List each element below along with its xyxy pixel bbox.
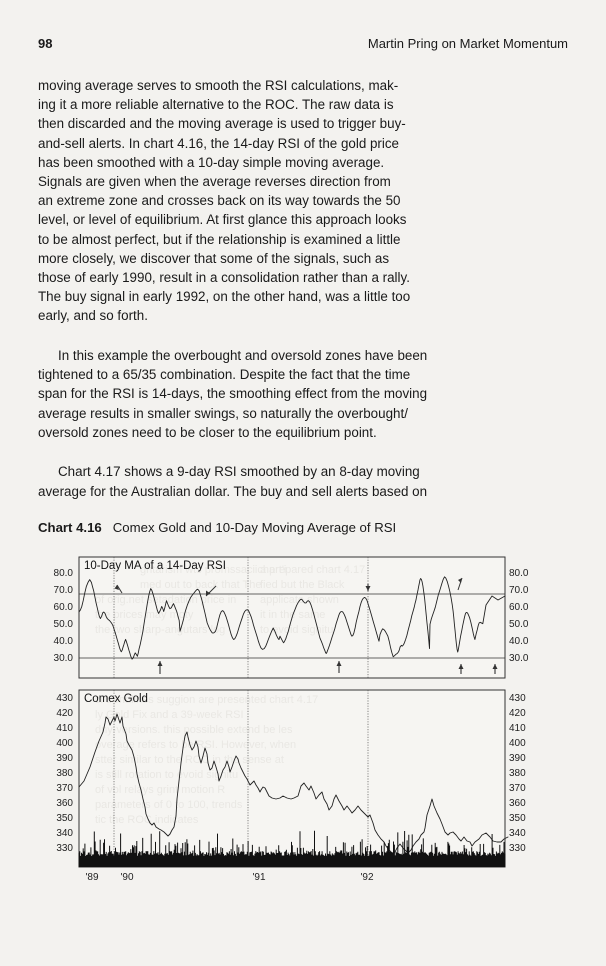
svg-text:420: 420: [509, 708, 526, 719]
svg-text:Comex Gold: Comex Gold: [84, 693, 148, 705]
svg-text:330: 330: [56, 843, 73, 854]
svg-text:40.0: 40.0: [509, 636, 529, 647]
svg-text:overage refers to be RSI. Howe: overage refers to be RSI. However, when: [95, 739, 296, 751]
svg-text:'90: '90: [120, 872, 133, 883]
svg-text:is still rotation to evoid sig: is still rotation to evoid signitu: [95, 769, 238, 781]
svg-text:360: 360: [56, 798, 73, 809]
svg-text:30.0: 30.0: [509, 653, 529, 664]
svg-text:410: 410: [56, 723, 73, 734]
svg-text:370: 370: [509, 783, 526, 794]
svg-text:360: 360: [509, 798, 526, 809]
svg-text:'92: '92: [360, 872, 373, 883]
svg-text:50.0: 50.0: [54, 619, 74, 630]
svg-text:400: 400: [509, 738, 526, 749]
svg-text:340: 340: [509, 828, 526, 839]
svg-text:40.0: 40.0: [54, 636, 74, 647]
svg-text:a prepared chart 4.17: a prepared chart 4.17: [260, 564, 365, 576]
svg-text:430: 430: [509, 693, 526, 704]
svg-text:parameters of 0 to 100, trends: parameters of 0 to 100, trends: [95, 799, 243, 811]
svg-text:30.0: 30.0: [54, 653, 74, 664]
svg-text:70.0: 70.0: [509, 585, 529, 596]
svg-text:stter similar to the ROC in th: stter similar to the ROC in the sense at: [95, 754, 284, 766]
svg-text:400: 400: [56, 738, 73, 749]
svg-text:340: 340: [56, 828, 73, 839]
svg-text:80.0: 80.0: [54, 568, 74, 579]
svg-text:390: 390: [56, 753, 73, 764]
svg-text:370: 370: [56, 783, 73, 794]
svg-text:410: 410: [509, 723, 526, 734]
svg-text:of vol relays grint motion R: of vol relays grint motion R: [95, 784, 225, 796]
svg-text:'91: '91: [252, 872, 265, 883]
svg-text:60.0: 60.0: [54, 602, 74, 613]
svg-text:fied but the Black: fied but the Black: [260, 579, 345, 591]
svg-text:70.0: 70.0: [54, 585, 74, 596]
svg-text:420: 420: [56, 708, 73, 719]
svg-text:60.0: 60.0: [509, 602, 529, 613]
svg-text:med out to back that The: med out to back that The: [140, 579, 261, 591]
svg-text:430: 430: [56, 693, 73, 704]
svg-text:50.0: 50.0: [509, 619, 529, 630]
svg-text:330: 330: [509, 843, 526, 854]
svg-text:390: 390: [509, 753, 526, 764]
svg-text:80.0: 80.0: [509, 568, 529, 579]
svg-text:380: 380: [56, 768, 73, 779]
svg-text:to evoid signitu: to evoid signitu: [260, 624, 333, 636]
svg-text:'89: '89: [85, 872, 98, 883]
svg-text:10-Day MA of a 14-Day RSI: 10-Day MA of a 14-Day RSI: [84, 560, 226, 572]
svg-text:380: 380: [509, 768, 526, 779]
svg-text:350: 350: [56, 813, 73, 824]
svg-text:350: 350: [509, 813, 526, 824]
